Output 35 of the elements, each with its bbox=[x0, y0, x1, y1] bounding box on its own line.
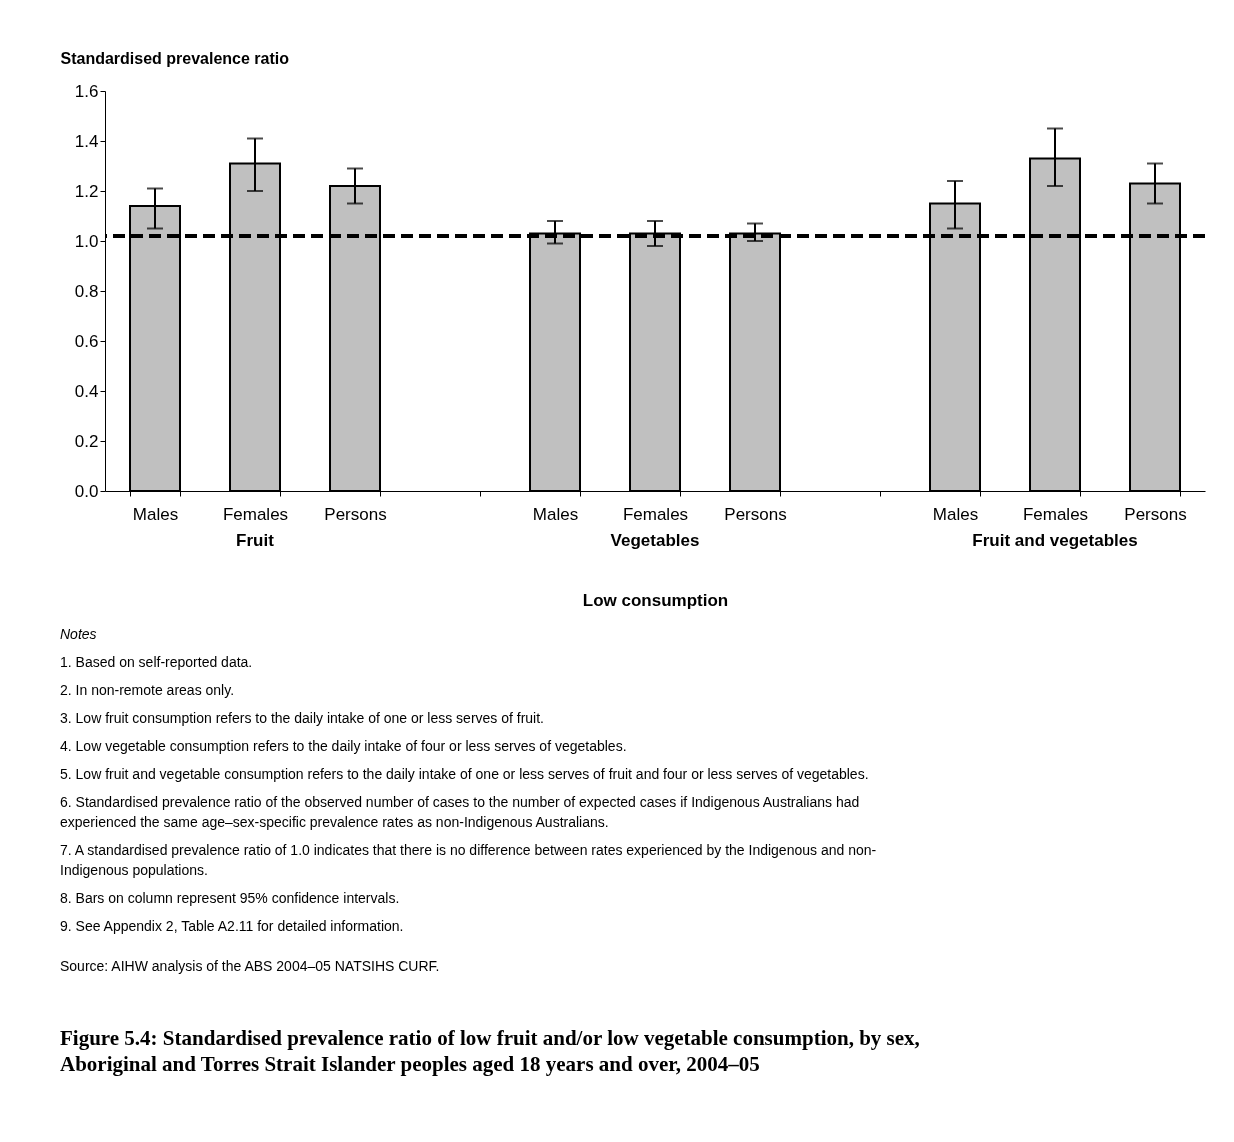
x-tick-label: Females bbox=[1022, 504, 1089, 524]
x-tick-label: Females bbox=[222, 504, 289, 524]
y-axis-title: Standardised prevalence ratio bbox=[60, 49, 290, 67]
x-axis-title: Low consumption bbox=[582, 590, 729, 610]
x-tick-label: Males bbox=[532, 504, 579, 524]
y-tick-label: 0.0 bbox=[74, 481, 99, 501]
text: Fruit bbox=[236, 531, 275, 550]
x-tick-label: Persons bbox=[324, 504, 387, 524]
text: Vegetables bbox=[610, 531, 700, 550]
x-tick-label: Males bbox=[132, 504, 179, 524]
x-tick-label: Males bbox=[932, 504, 979, 524]
source-note: Source: AIHW analysis of the ABS 2004–05 NATSIHS CURF. bbox=[60, 958, 440, 974]
text: 3. Low fruit consumption refers to the daily intake of one or less serves of fruit. bbox=[60, 710, 545, 726]
text: 9. See Appendix 2, Table A2.11 for detailed information. bbox=[60, 918, 404, 934]
text: 7. A standardised prevalence ratio of 1.0 indicates that there is no difference between rates experienced by the Indigenous and non-Indigenous populations. bbox=[60, 842, 877, 878]
y-tick-label: 1.2 bbox=[74, 181, 99, 201]
text: 8. Bars on column represent 95% confidence intervals. bbox=[60, 890, 400, 906]
y-tick-label: 1.0 bbox=[74, 231, 99, 251]
text: Figure 5.4: Standardised prevalence ratio of low fruit and/or low vegetable consumption, by sex, Aboriginal and Torres Strait Islander peoples aged 18 years and over, 2004–05 bbox=[60, 1026, 920, 1076]
text: 2. In non-remote areas only. bbox=[60, 682, 235, 698]
y-tick-label: 1.4 bbox=[74, 131, 99, 151]
text: 1. Based on self-reported data. bbox=[60, 654, 253, 670]
y-tick-label: 0.8 bbox=[74, 281, 99, 301]
text: Fruit and vegetables bbox=[972, 531, 1138, 550]
text: 6. Standardised prevalence ratio of the observed number of cases to the number of expected cases if Indigenous Australians had experienced the same age–sex-specific prevalence rates as non-Indigenous Australians. bbox=[60, 794, 860, 830]
y-tick-label: 0.2 bbox=[74, 431, 99, 451]
x-tick-label: Persons bbox=[1124, 504, 1187, 524]
x-tick-label: Persons bbox=[724, 504, 787, 524]
y-tick-label: 0.4 bbox=[74, 381, 99, 401]
text: 5. Low fruit and vegetable consumption refers to the daily intake of one or less serves of fruit and four or less serves of vegetables. bbox=[60, 766, 869, 782]
y-tick-label: 0.6 bbox=[74, 331, 99, 351]
x-tick-label: Females bbox=[622, 504, 689, 524]
y-tick-label: 1.6 bbox=[74, 81, 99, 101]
text: Notes bbox=[60, 626, 97, 642]
text: 4. Low vegetable consumption refers to the daily intake of four or less serves of vegetables. bbox=[60, 738, 627, 754]
